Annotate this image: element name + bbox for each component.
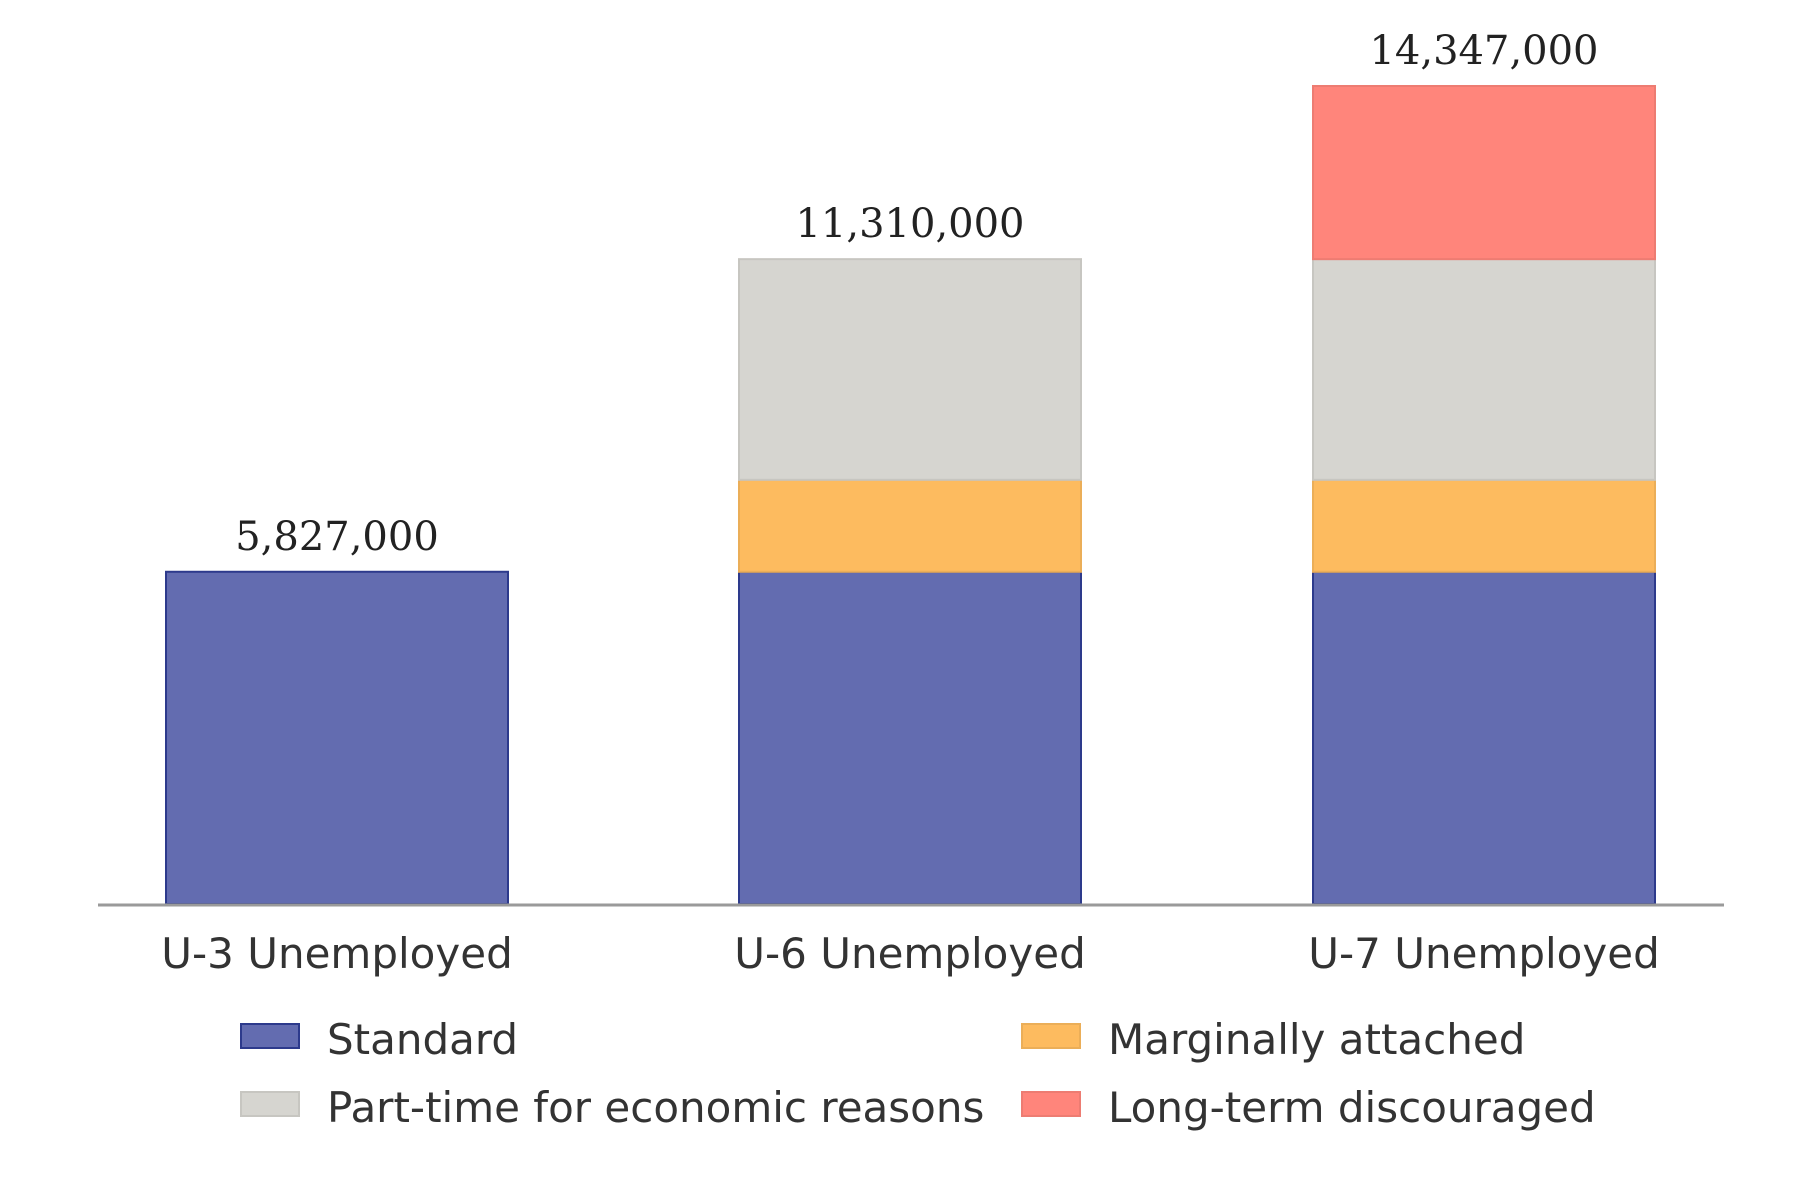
bars-layer — [165, 85, 1656, 905]
legend-item-part-time-for-economic-reasons: Part-time for economic reasons — [240, 1083, 984, 1132]
legend-swatch-marginally-attached — [1021, 1023, 1081, 1049]
bar-segment-marginally-attached-u-7-unemployed — [1312, 478, 1656, 573]
bar-segment-standard-u-7-unemployed — [1312, 570, 1656, 905]
legend-label-part-time-for-economic-reasons: Part-time for economic reasons — [327, 1083, 984, 1132]
total-label-u-3-unemployed: 5,827,000 — [235, 514, 439, 560]
labels-layer: 5,827,000 U-3 Unemployed 11,310,000 U-6 Une… — [161, 28, 1659, 978]
legend-swatch-long-term-discouraged — [1021, 1091, 1081, 1117]
legend-label-long-term-discouraged: Long-term discouraged — [1108, 1083, 1596, 1132]
total-label-u-7-unemployed: 14,347,000 — [1369, 28, 1598, 74]
total-label-u-6-unemployed: 11,310,000 — [795, 201, 1024, 247]
legend-label-marginally-attached: Marginally attached — [1108, 1015, 1525, 1064]
legend-swatch-part-time-for-economic-reasons — [240, 1091, 300, 1117]
x-tick-label-u-3-unemployed: U-3 Unemployed — [161, 929, 512, 978]
legend-item-marginally-attached: Marginally attached — [1021, 1015, 1525, 1064]
x-tick-label-u-6-unemployed: U-6 Unemployed — [734, 929, 1085, 978]
bar-segment-standard-u-6-unemployed — [738, 570, 1082, 905]
legend-label-standard: Standard — [327, 1015, 518, 1064]
x-tick-label-u-7-unemployed: U-7 Unemployed — [1308, 929, 1659, 978]
bar-segment-standard-u-3-unemployed — [165, 570, 509, 905]
legend-item-standard: Standard — [240, 1015, 518, 1064]
bar-segment-long-term-discouraged-u-7-unemployed — [1312, 85, 1656, 261]
bar-segment-marginally-attached-u-6-unemployed — [738, 478, 1082, 573]
bar-segment-part-time-for-economic-reasons-u-7-unemployed — [1312, 258, 1656, 481]
legend: Standard Marginally attached Part-time for… — [240, 1015, 1596, 1132]
bar-segment-part-time-for-economic-reasons-u-6-unemployed — [738, 258, 1082, 481]
legend-item-long-term-discouraged: Long-term discouraged — [1021, 1083, 1596, 1132]
legend-swatch-standard — [240, 1023, 300, 1049]
